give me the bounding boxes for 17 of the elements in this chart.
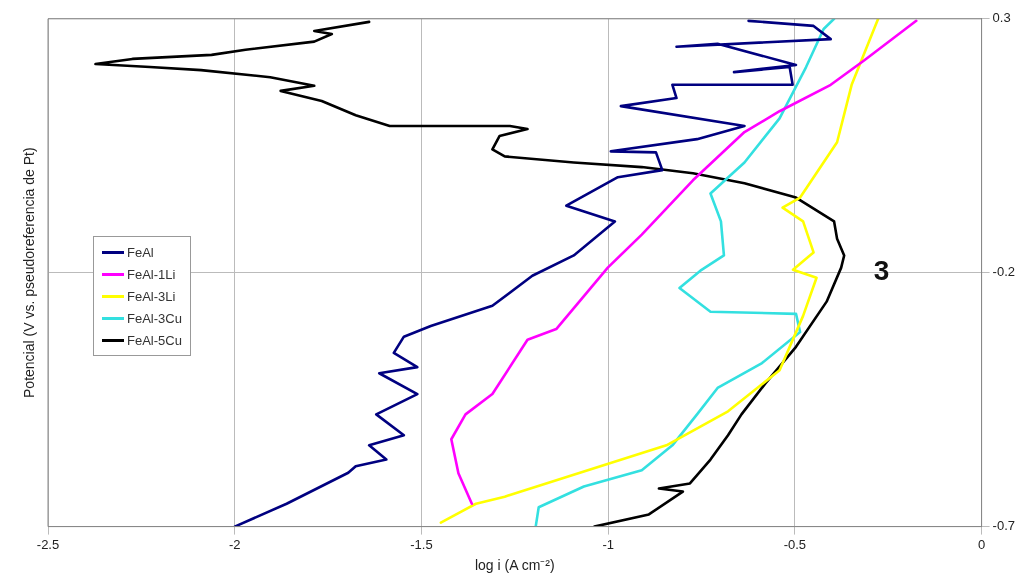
legend-label: FeAl-3Cu (127, 310, 182, 326)
y-tick-label: -0.2 (992, 264, 1016, 280)
legend-label: FeAl-1Li (127, 266, 176, 282)
y-tick-label: -0.7 (992, 518, 1016, 534)
y-axis-title: Potencial (V vs. pseudoreferencia de Pt) (20, 147, 37, 398)
legend-label: FeAl (127, 244, 154, 260)
y-tick-label: 0.3 (992, 10, 1011, 26)
x-tick-label: -2 (228, 536, 241, 552)
x-tick-label: 0 (977, 536, 986, 552)
legend-label: FeAl-5Cu (127, 332, 182, 348)
annotation: 3 (873, 255, 890, 287)
x-tick-label: -1 (602, 536, 614, 552)
legend-label: FeAl-3Li (127, 288, 176, 304)
x-tick-label: -0.5 (783, 536, 807, 552)
x-tick-label: -2.5 (36, 536, 60, 552)
x-tick-label: -1.5 (410, 536, 433, 552)
x-axis-title: log i (A cm⁻²) (474, 557, 555, 574)
